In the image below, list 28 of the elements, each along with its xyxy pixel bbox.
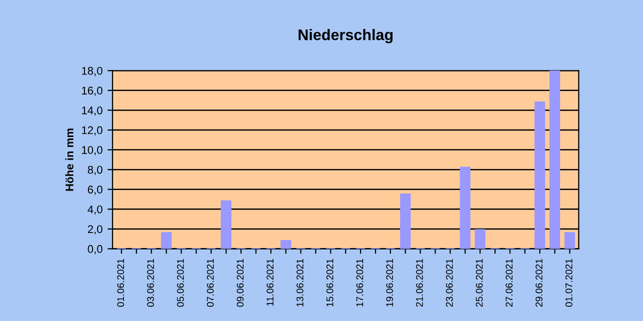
y-tick-label: 2,0: [88, 225, 102, 234]
chart-title: Niederschlag: [298, 28, 393, 44]
x-tick-label: 17.06.2021: [356, 258, 364, 306]
y-tick-label: 18,0: [82, 66, 102, 76]
x-tick-label: 25.06.2021: [476, 258, 483, 307]
x-tick-label: 09.06.2021: [236, 258, 244, 307]
y-tick-label: 4,0: [88, 205, 102, 215]
y-tick-label: 10,0: [82, 146, 102, 156]
x-tick-label: 01.06.2021: [117, 258, 124, 307]
y-tick-label: 8,0: [88, 166, 102, 176]
x-tick-label: 27.06.2021: [506, 258, 513, 307]
y-tick-label: 6,0: [88, 186, 102, 195]
x-tick-label: 13.06.2021: [296, 258, 304, 306]
y-tick-label: 14,0: [82, 106, 102, 116]
x-tick-label: 29.06.2021: [536, 258, 542, 307]
x-tick-label: 03.06.2021: [147, 258, 154, 307]
y-tick-label: 16,0: [82, 86, 102, 96]
x-tick-label: 23.06.2021: [446, 258, 453, 307]
x-tick-label: 01.07.2021: [565, 258, 572, 307]
y-tick-label: 0,0: [88, 245, 102, 254]
x-tick-label: 19.06.2021: [386, 258, 394, 306]
x-tick-label: 21.06.2021: [416, 258, 423, 307]
x-tick-label: 05.06.2021: [176, 258, 184, 307]
x-tick-label: 11.06.2021: [266, 258, 274, 306]
y-axis-title: Höhe in mm: [65, 128, 74, 191]
x-tick-label: 15.06.2021: [326, 258, 334, 306]
x-tick-label: 07.06.2021: [206, 258, 214, 307]
y-tick-label: 12,0: [82, 126, 102, 136]
